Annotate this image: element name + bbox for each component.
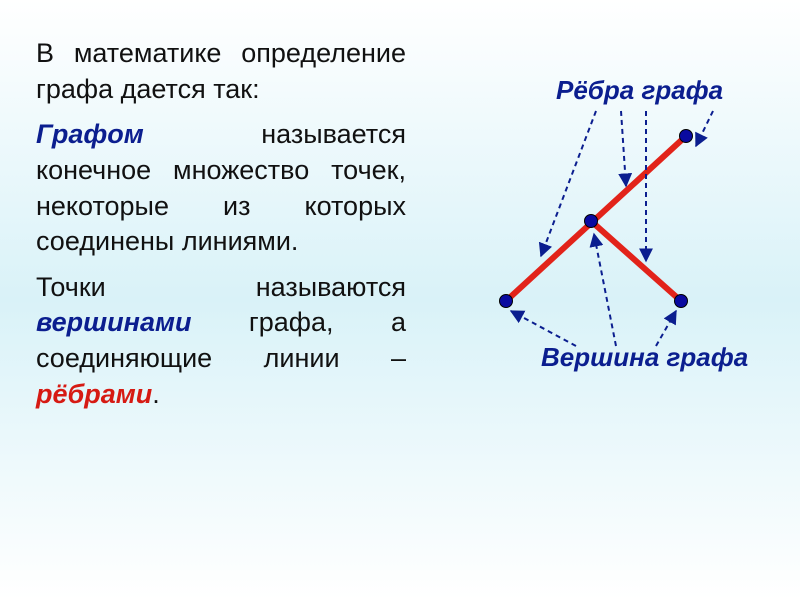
- callout-arrow: [594, 234, 616, 346]
- paragraph-intro: В математике определение графа дается та…: [36, 36, 406, 107]
- callout-arrow: [621, 111, 626, 186]
- terms-tail: .: [152, 379, 160, 409]
- keyword-edges: рёбрами: [36, 379, 152, 409]
- paragraph-definition: Графом называется конечное множество точ…: [36, 117, 406, 260]
- definition-text-column: В математике определение графа дается та…: [36, 36, 416, 564]
- graph-node: [680, 130, 693, 143]
- keyword-vertices: вершинами: [36, 307, 191, 337]
- diagram-column: Рёбра графа Вершина графа: [416, 36, 772, 564]
- callout-arrow: [541, 111, 596, 256]
- graph-node: [675, 295, 688, 308]
- callout-arrow: [511, 311, 576, 346]
- paragraph-terms: Точки называются вершинами графа, а соед…: [36, 270, 406, 413]
- keyword-graph: Графом: [36, 119, 144, 149]
- terms-lead: Точки называются: [36, 272, 406, 302]
- callout-arrow: [656, 311, 676, 346]
- callout-arrow: [696, 111, 713, 146]
- graph-node: [500, 295, 513, 308]
- label-edges: Рёбра графа: [556, 75, 723, 106]
- label-vertices: Вершина графа: [541, 342, 748, 373]
- graph-node: [585, 215, 598, 228]
